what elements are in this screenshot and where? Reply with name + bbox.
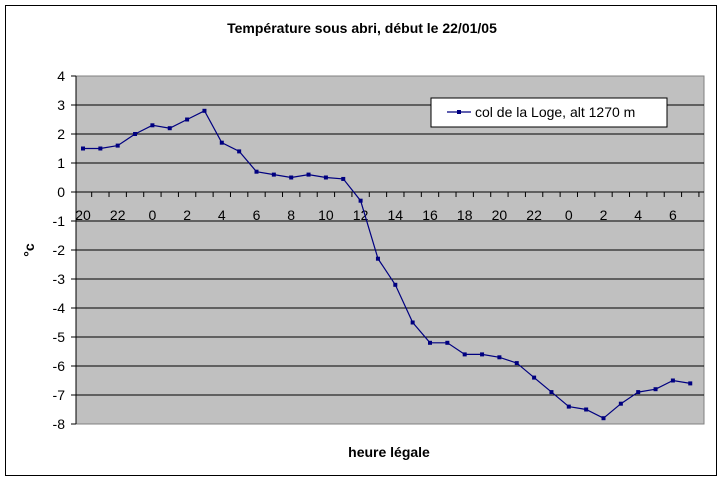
y-tick-label: -7 [53, 387, 66, 403]
data-point [358, 198, 363, 203]
data-point [185, 117, 190, 122]
data-point [670, 378, 675, 383]
y-tick-label: -4 [53, 300, 66, 316]
data-point [636, 390, 641, 395]
y-axis-label: °c [21, 243, 37, 257]
x-tick-label: 22 [526, 207, 542, 223]
data-point [549, 390, 554, 395]
y-tick-label: -8 [53, 416, 66, 432]
data-point [653, 387, 658, 392]
y-tick-label: 2 [57, 126, 65, 142]
y-axis: 4 3 2 1 0 -1 -2 -3 -4 -5 -6 -7 -8 [53, 68, 77, 432]
x-tick-label: 6 [669, 207, 677, 223]
data-point [393, 282, 398, 287]
data-point [254, 169, 259, 174]
data-point [133, 132, 138, 136]
data-point [566, 404, 571, 409]
x-tick-label: 12 [353, 207, 369, 223]
chart-title: Température sous abri, début le 22/01/05 [227, 20, 497, 36]
y-tick-label: -3 [53, 271, 66, 287]
x-tick-label: 4 [218, 207, 226, 223]
y-tick-label: 0 [57, 184, 65, 200]
y-tick-label: 3 [57, 97, 65, 113]
data-point [445, 340, 450, 345]
series-line [83, 110, 691, 419]
x-tick-label: 14 [388, 207, 404, 223]
data-point [81, 146, 85, 151]
data-point [271, 172, 276, 177]
data-point [497, 355, 502, 360]
x-tick-label: 2 [600, 207, 608, 223]
data-point [410, 320, 415, 325]
data-point [375, 256, 380, 261]
x-tick-label: 20 [492, 207, 508, 223]
data-point [150, 123, 155, 128]
data-point [306, 172, 311, 177]
y-tick-label: 4 [57, 68, 65, 84]
x-tick-label: 16 [422, 207, 438, 223]
x-tick-label: 0 [149, 207, 157, 223]
data-point [601, 416, 606, 421]
y-tick-label: -6 [53, 358, 66, 374]
data-point [341, 176, 346, 181]
x-tick-label: 2 [183, 207, 191, 223]
legend: col de la Loge, alt 1270 m [430, 97, 668, 128]
data-point [480, 352, 485, 357]
y-tick-label: 1 [57, 155, 65, 171]
y-tick-label: -2 [53, 242, 66, 258]
legend-entry: col de la Loge, alt 1270 m [475, 104, 635, 120]
y-tick-label: -5 [53, 329, 66, 345]
data-point [462, 352, 467, 357]
data-point [688, 381, 693, 386]
y-tick-label: -1 [53, 213, 66, 229]
legend-marker [457, 110, 461, 114]
x-tick-label: 4 [634, 207, 642, 223]
data-point [167, 126, 172, 131]
x-tick-label: 8 [287, 207, 295, 223]
x-tick-label: 10 [318, 207, 334, 223]
x-tick-label: 0 [565, 207, 573, 223]
data-point [618, 401, 623, 406]
data-point [532, 375, 537, 380]
x-tick-label: 18 [457, 207, 473, 223]
data-point [98, 146, 103, 151]
data-point [289, 175, 294, 180]
x-tick-label: 6 [253, 207, 261, 223]
x-axis-label: heure légale [348, 444, 430, 460]
data-point [202, 108, 207, 113]
data-point [514, 361, 519, 366]
x-tick-label: 20 [75, 207, 91, 223]
data-point [584, 407, 589, 412]
series-markers [81, 108, 693, 421]
data-point [323, 175, 328, 180]
data-point [115, 143, 120, 148]
data-point [237, 149, 242, 154]
data-point [219, 140, 224, 145]
x-axis: 20 22 0 2 4 6 8 10 12 14 16 18 20 22 0 2 4 6 [75, 191, 704, 223]
data-point [428, 340, 432, 345]
x-tick-label: 22 [110, 207, 126, 223]
